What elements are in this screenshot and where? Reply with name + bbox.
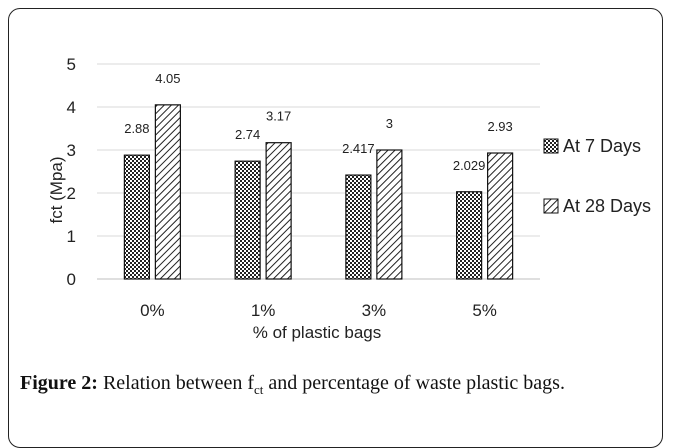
x-axis-title: % of plastic bags bbox=[253, 323, 382, 342]
x-tick-label: 1% bbox=[251, 301, 276, 320]
y-axis-ticks: 0 1 2 3 4 5 bbox=[67, 55, 76, 289]
data-label: 4.05 bbox=[155, 71, 180, 86]
data-label: 3.17 bbox=[266, 109, 291, 124]
x-tick-label: 0% bbox=[140, 301, 165, 320]
y-axis-title: fct (Mpa) bbox=[47, 156, 66, 223]
bar-7-days bbox=[234, 160, 261, 280]
bar-28-days bbox=[154, 104, 181, 280]
bar-28-days bbox=[265, 142, 292, 280]
legend-label: At 7 Days bbox=[563, 136, 641, 156]
bar-7-days bbox=[345, 174, 372, 280]
caption-text-1: Relation between f bbox=[97, 372, 255, 394]
bar-chart: 0 1 2 3 4 5 2.88 4.05 2.74 3.17 2.417 3 2.029 2.93 0… bbox=[47, 55, 651, 342]
y-tick-label: 0 bbox=[67, 270, 76, 289]
data-labels: 2.88 4.05 2.74 3.17 2.417 3 2.029 2.93 bbox=[124, 71, 513, 173]
x-axis-ticks: 0% 1% 3% 5% bbox=[140, 301, 497, 320]
data-label: 3 bbox=[386, 116, 393, 131]
y-tick-label: 4 bbox=[67, 98, 76, 117]
bar-7-days bbox=[456, 191, 483, 280]
data-label: 2.93 bbox=[487, 119, 512, 134]
caption-label: Figure 2: bbox=[20, 372, 98, 394]
bar-7-days bbox=[123, 154, 150, 280]
figure-caption: Figure 2: Relation between fct and perce… bbox=[20, 372, 660, 398]
data-label: 2.74 bbox=[235, 127, 260, 142]
y-tick-label: 2 bbox=[67, 184, 76, 203]
bar-28-days bbox=[487, 152, 514, 280]
legend-swatch bbox=[543, 138, 559, 154]
y-tick-label: 5 bbox=[67, 55, 76, 74]
legend-swatch bbox=[543, 198, 559, 214]
data-label: 2.417 bbox=[342, 141, 375, 156]
legend-label: At 28 Days bbox=[563, 196, 651, 216]
bars bbox=[123, 104, 514, 280]
data-label: 2.029 bbox=[453, 158, 486, 173]
y-tick-label: 1 bbox=[67, 227, 76, 246]
bar-28-days bbox=[376, 149, 403, 280]
legend: At 7 Days At 28 Days bbox=[543, 136, 651, 216]
y-tick-label: 3 bbox=[67, 141, 76, 160]
caption-subscript: ct bbox=[254, 382, 264, 397]
figure-frame bbox=[8, 8, 663, 448]
x-tick-label: 3% bbox=[362, 301, 387, 320]
x-tick-label: 5% bbox=[472, 301, 497, 320]
data-label: 2.88 bbox=[124, 121, 149, 136]
caption-text-2: and percentage of waste plastic bags. bbox=[263, 372, 565, 394]
